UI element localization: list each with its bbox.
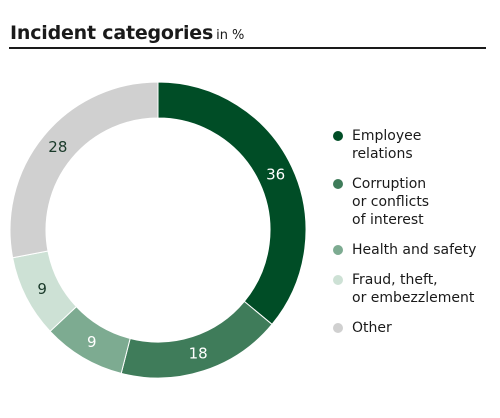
legend-label: Corruption or conflicts of interest	[352, 176, 430, 228]
legend-swatch	[333, 245, 343, 255]
legend-label: Employee relations	[352, 128, 422, 162]
slice-label-health-safety: 9	[87, 333, 97, 351]
legend-item-corruption: Corruption or conflicts of interest	[333, 175, 476, 229]
legend-swatch	[333, 179, 343, 189]
legend-swatch	[333, 323, 343, 333]
legend-label: Fraud, theft, or embezzlement	[352, 272, 475, 306]
title-rule	[9, 47, 486, 49]
chart-title: Incident categories	[10, 22, 214, 44]
chart-legend: Employee relations Corruption or conflic…	[333, 127, 476, 349]
slice-label-employee-relations: 36	[266, 166, 285, 184]
donut-slice-other	[9, 81, 159, 259]
slice-label-corruption: 18	[189, 345, 208, 363]
legend-label: Health and safety	[352, 242, 477, 258]
donut-slice-corruption	[120, 300, 273, 379]
legend-swatch	[333, 275, 343, 285]
legend-swatch	[333, 131, 343, 141]
slice-label-other: 28	[48, 138, 67, 156]
legend-label: Other	[352, 320, 392, 336]
legend-item-employee-relations: Employee relations	[333, 127, 476, 163]
legend-item-health-safety: Health and safety	[333, 241, 476, 259]
chart-header: Incident categories in %	[10, 22, 244, 44]
chart-unit: in %	[216, 28, 245, 43]
donut-slice-employee-relations	[157, 81, 307, 326]
legend-item-other: Other	[333, 319, 476, 337]
legend-item-fraud: Fraud, theft, or embezzlement	[333, 271, 476, 307]
slice-label-fraud: 9	[37, 280, 47, 298]
